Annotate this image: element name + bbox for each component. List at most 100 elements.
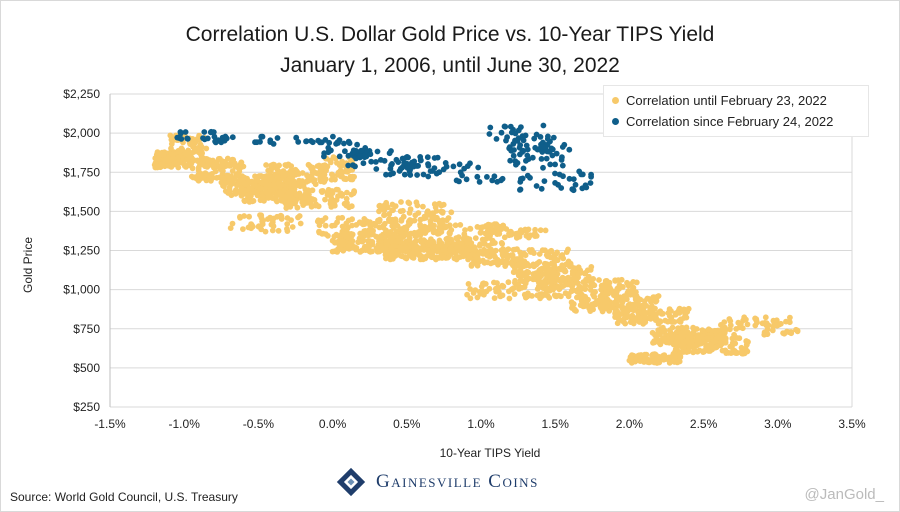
point-after (555, 181, 561, 188)
point-before (285, 161, 292, 168)
point-before (588, 264, 595, 270)
point-before (699, 327, 706, 334)
point-before (238, 159, 245, 166)
point-before (324, 189, 331, 196)
point-before (203, 145, 210, 152)
point-before (411, 239, 418, 245)
point-before (550, 268, 557, 275)
point-after (520, 165, 527, 172)
point-after (514, 138, 521, 144)
y-tick-labels: $250 $500 $750 $1,000 $1,250 $1,500 $1,750 $2,0… (63, 87, 100, 414)
point-before (614, 293, 620, 300)
point-after (259, 133, 266, 140)
point-before (573, 308, 579, 314)
point-before (349, 238, 356, 244)
point-before (683, 349, 690, 355)
point-before (477, 248, 483, 255)
point-after (383, 171, 389, 178)
point-before (570, 287, 577, 294)
point-before (650, 339, 656, 346)
point-before (752, 315, 758, 322)
point-after (461, 165, 468, 172)
point-before (397, 208, 404, 215)
point-before (498, 240, 505, 246)
point-before (386, 218, 392, 225)
point-before (560, 283, 567, 289)
point-before (348, 203, 355, 210)
point-after (547, 161, 554, 168)
point-before (680, 329, 686, 336)
point-before (661, 352, 668, 358)
point-after (541, 143, 548, 150)
point-before (248, 193, 254, 199)
point-before (398, 244, 404, 251)
point-before (331, 233, 338, 240)
point-before (640, 320, 647, 327)
point-before (440, 201, 447, 208)
point-after (399, 155, 406, 162)
point-before (727, 326, 733, 333)
point-before (474, 294, 481, 301)
point-before (659, 311, 665, 317)
point-before (316, 218, 322, 225)
point-before (466, 252, 473, 259)
point-before (537, 227, 544, 234)
point-before (423, 214, 429, 221)
point-before (381, 212, 388, 218)
point-before (462, 227, 468, 233)
point-before (424, 209, 430, 216)
point-before (691, 347, 698, 353)
point-before (343, 202, 350, 209)
point-before (498, 247, 505, 254)
point-after (572, 181, 579, 188)
point-before (616, 312, 622, 319)
point-before (669, 353, 675, 360)
point-before (257, 197, 264, 204)
point-after (559, 162, 566, 169)
point-before (241, 180, 248, 187)
point-before (502, 263, 509, 269)
point-before (290, 181, 297, 188)
point-before (536, 259, 543, 265)
point-before (752, 322, 759, 329)
point-before (517, 267, 524, 273)
point-before (422, 255, 429, 262)
point-before (265, 195, 272, 201)
point-after (427, 168, 434, 175)
point-before (322, 176, 329, 183)
point-before (190, 157, 197, 163)
legend-dot-icon (612, 97, 619, 104)
point-before (262, 188, 269, 195)
point-before (744, 321, 751, 328)
point-before (509, 252, 516, 259)
point-before (651, 351, 658, 357)
point-before (375, 234, 381, 241)
point-before (503, 226, 510, 232)
point-before (230, 156, 237, 163)
point-before (317, 167, 324, 174)
point-before (311, 170, 317, 176)
point-before (296, 177, 302, 184)
point-after (440, 166, 447, 173)
series-since-feb-24 (174, 122, 594, 194)
point-after (588, 173, 594, 180)
point-before (189, 139, 196, 146)
point-before (392, 220, 399, 227)
point-before (720, 326, 727, 333)
point-before (542, 227, 549, 234)
point-before (293, 191, 300, 198)
point-before (731, 331, 737, 338)
point-after (450, 163, 457, 170)
point-before (276, 189, 283, 196)
point-before (168, 145, 174, 152)
point-before (257, 185, 264, 192)
point-after (418, 157, 424, 164)
point-before (727, 318, 734, 324)
point-before (686, 344, 693, 350)
y-tick-label: $500 (73, 361, 100, 375)
point-before (299, 170, 306, 176)
point-before (246, 213, 253, 220)
point-after (184, 135, 191, 142)
point-after (200, 135, 206, 142)
legend-label-before: Correlation until February 23, 2022 (626, 93, 827, 108)
